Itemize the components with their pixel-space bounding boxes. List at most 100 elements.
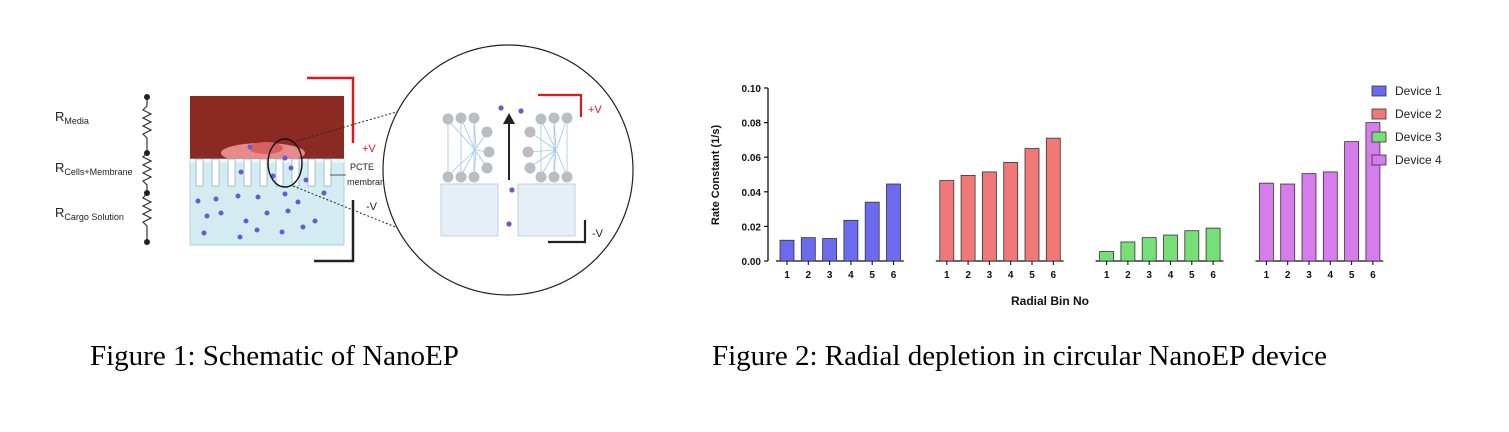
x-tick-label: 2 [965,270,971,281]
y-tick-label: 0.08 [742,119,762,130]
chart-plot-area: 0.00 0.02 0.04 0.06 0.08 0.10 1 2 3 4 5 6 1 2 3 4 5 6 1 2 3 4… [742,84,1384,281]
x-tick-label: 1 [1264,270,1270,281]
y-tick-label: 0.06 [742,153,762,164]
x-tick-label: 3 [1306,270,1312,281]
x-tick-label: 1 [1104,270,1110,281]
zoom-inset: +V -V [382,44,634,296]
membrane-block-right [517,183,576,237]
bar-device-4-bin-4 [1322,171,1338,262]
lipid-tails [447,117,568,177]
x-tick-label: 1 [784,270,790,281]
bar-device-3-bin-2 [1120,241,1136,262]
bar-device-3-bin-1 [1099,251,1115,262]
x-tick-label: 4 [1168,270,1174,281]
x-tick-label: 6 [891,270,897,281]
x-tick-label: 5 [1349,270,1355,281]
cell-nucleus [249,142,283,154]
membrane-block-left [440,183,499,237]
bar-device-4-bin-6 [1365,122,1381,262]
bar-device-2-bin-4 [1003,161,1019,262]
figure-1-caption: Figure 1: Schematic of NanoEP [90,340,459,372]
y-tick-label: 0.04 [742,188,762,199]
zoom-line-top [292,96,449,143]
bar-device-4-bin-5 [1344,141,1359,262]
x-tick-label: 3 [987,270,993,281]
node-dot [144,94,150,100]
x-tick-label: 2 [806,270,812,281]
membrane-label-line2: membrane [347,177,390,187]
node-dot [144,150,150,156]
x-tick-label: 1 [944,270,950,281]
flow-arrow-head [503,113,515,124]
legend-label: Device 2 [1395,107,1442,121]
chart-legend: Device 1 Device 2 Device 3 Device 4 [1371,84,1442,167]
x-tick-label: 4 [1328,270,1334,281]
x-tick-label: 5 [1029,270,1035,281]
resistor-media-label: RMedia [55,109,89,126]
lipid-heads [442,112,573,183]
x-tick-label: 6 [1051,270,1057,281]
zoom-region-outline [267,138,303,188]
bar-device-2-bin-2 [960,174,976,262]
x-tick-label: 5 [869,270,875,281]
x-axis-title: Radial Bin No [1011,294,1089,308]
legend-label: Device 3 [1395,130,1442,144]
figure-2-bar-chart: 0.00 0.02 0.04 0.06 0.08 0.10 1 2 3 4 5 6 1 2 3 4 5 6 1 2 3 4… [710,84,1442,308]
bar-device-1-bin-6 [886,183,901,262]
y-axis-title: Rate Constant (1/s) [710,125,722,226]
legend-swatch [1371,108,1387,120]
bar-device-2-bin-5 [1024,148,1040,262]
bar-device-2-bin-3 [981,171,997,262]
figure-1-schematic: RMedia RCells+Membrane RCargo Solution [55,44,634,296]
bar-device-1-bin-4 [843,219,859,262]
bar-device-4-bin-1 [1259,182,1274,262]
legend-label: Device 4 [1395,153,1442,167]
legend-swatch [1371,85,1387,97]
bar-device-1-bin-1 [779,239,795,262]
zoom-positive-label: +V [588,104,602,116]
zoom-particles [498,105,524,227]
bar-device-3-bin-5 [1184,230,1200,262]
bar-device-1-bin-2 [800,237,816,262]
resistor-network [141,94,153,245]
zoom-negative-electrode [548,220,587,244]
x-tick-label: 6 [1210,270,1216,281]
bar-device-2-bin-1 [939,180,955,262]
x-tick-label: 4 [1008,270,1014,281]
resistor-cargo-solution-label: RCargo Solution [55,205,124,222]
cargo-particles [195,144,327,240]
membrane-label-line1: PCTE [350,162,374,172]
legend-swatch [1371,154,1387,166]
resistor-cells-membrane-label: RCells+Membrane [55,160,133,177]
negative-voltage-label: -V [366,201,378,213]
x-tick-label: 4 [848,270,854,281]
x-tick-label: 6 [1370,270,1376,281]
device-chamber [189,96,345,246]
bar-device-1-bin-3 [822,238,837,262]
x-tick-label: 3 [827,270,833,281]
bar-device-1-bin-5 [864,201,880,262]
bar-device-3-bin-6 [1205,227,1221,262]
positive-voltage-label: +V [362,143,376,155]
node-dot [144,239,150,245]
y-tick-label: 0.02 [742,222,762,233]
node-dot [144,190,150,196]
y-tick-label: 0.10 [742,84,762,95]
bar-device-4-bin-3 [1301,173,1317,262]
bar-device-3-bin-3 [1141,237,1157,262]
bar-device-3-bin-4 [1163,234,1178,262]
y-tick-label: 0.00 [742,257,762,268]
positive-electrode [307,76,355,143]
bar-device-4-bin-2 [1280,183,1296,262]
x-tick-label: 2 [1285,270,1291,281]
legend-swatch [1371,131,1387,143]
pcte-membrane [190,158,344,187]
figure-2-caption: Figure 2: Radial depletion in circular N… [712,340,1327,372]
x-tick-label: 3 [1146,270,1152,281]
bar-device-2-bin-6 [1045,137,1061,262]
zoom-positive-electrode [538,93,583,117]
negative-electrode [314,200,355,263]
x-tick-label: 5 [1189,270,1195,281]
x-tick-label: 2 [1125,270,1131,281]
zoom-negative-label: -V [592,228,604,240]
